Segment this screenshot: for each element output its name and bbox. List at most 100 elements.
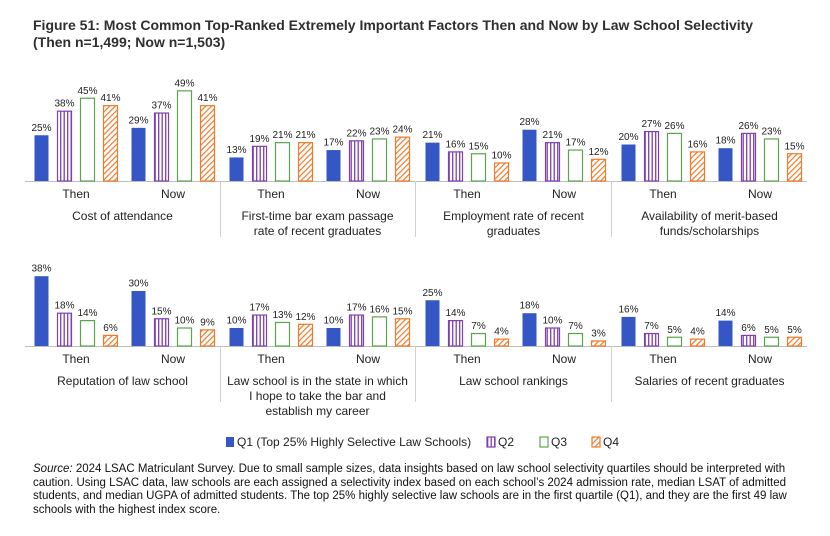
bar-now-q2 [740, 132, 757, 182]
data-label: 25% [422, 288, 442, 299]
source-label: Source: [33, 463, 73, 475]
bar-now-q1 [718, 148, 733, 181]
bar-then-q4 [493, 338, 510, 347]
bar-then-q1 [229, 328, 244, 346]
data-label: 45% [77, 86, 97, 97]
legend: Q1 (Top 25% Highly Selective Law Schools… [226, 435, 619, 449]
data-label: 21% [422, 130, 442, 141]
panel-7: 25%14% 7% 4% Then 18%10% 7% 3% Now Law school ra… [416, 288, 612, 402]
bar-then-q2 [447, 320, 464, 347]
tick-label-now: Now [748, 187, 772, 201]
tick-label-then: Then [453, 187, 480, 201]
bar-now-q3 [371, 138, 388, 182]
data-label: 7% [471, 321, 486, 332]
data-label: 17% [323, 138, 343, 149]
bar-now-q4 [199, 329, 216, 347]
panel-label: First-time bar exam passage [241, 209, 393, 223]
bar-then-q3 [470, 332, 487, 347]
panel-4: 20%27% 26%16%Then18%26%23%15%NowAvailabil… [612, 119, 807, 238]
data-label: 10% [323, 316, 343, 327]
data-label: 37% [151, 101, 171, 112]
panel-label: I hope to take the bar and [249, 389, 386, 403]
bar-then-q3 [79, 97, 96, 182]
legend-label-q1: Q1 (Top 25% Highly Selective Law Schools… [237, 435, 471, 449]
data-label: 4% [690, 327, 705, 338]
bar-now-q4 [590, 158, 607, 182]
data-label: 14% [77, 308, 97, 319]
data-label: 21% [295, 130, 315, 141]
tick-label-now: Now [748, 352, 772, 366]
data-label: 28% [519, 117, 539, 128]
data-label: 14% [445, 308, 465, 319]
bar-then-q2 [643, 332, 660, 347]
bar-then-q2 [447, 151, 464, 182]
legend-swatch-q1 [226, 437, 234, 447]
data-label: 29% [128, 115, 148, 126]
tick-label-then: Then [453, 352, 480, 366]
data-label: 15% [468, 141, 488, 152]
data-label: 7% [644, 321, 659, 332]
data-label: 24% [392, 125, 412, 136]
tick-label-now: Now [552, 352, 576, 366]
bar-then-q4 [689, 338, 706, 347]
data-label: 6% [103, 323, 118, 334]
bar-now-q4 [394, 136, 411, 182]
source-text: 2024 LSAC Matriculant Survey. Due to sma… [33, 463, 787, 516]
panel-label: Availability of merit-based [641, 209, 778, 223]
legend-swatch-q3 [539, 436, 549, 448]
data-label: 12% [588, 147, 608, 158]
legend-swatch-q2 [486, 436, 496, 448]
data-label: 12% [295, 312, 315, 323]
bar-then-q1 [229, 157, 244, 181]
bar-now-q3 [763, 138, 780, 182]
legend-label-q3: Q3 [551, 435, 567, 449]
panel-label: Employment rate of recent [443, 209, 584, 223]
bar-now-q1 [326, 150, 341, 181]
bar-now-q2 [544, 142, 561, 182]
bar-then-q3 [666, 336, 683, 347]
data-label: 22% [346, 128, 366, 139]
data-label: 4% [494, 327, 509, 338]
bar-then-q1 [425, 142, 440, 181]
data-label: 30% [128, 279, 148, 290]
data-label: 23% [761, 126, 781, 137]
data-label: 3% [591, 328, 606, 339]
data-label: 49% [174, 78, 194, 89]
bar-now-q1 [131, 291, 146, 346]
panel-label: Law school rankings [459, 374, 568, 388]
data-label: 10% [226, 316, 246, 327]
bar-then-q1 [34, 135, 49, 181]
legend-label-q2: Q2 [498, 435, 514, 449]
data-label: 5% [787, 325, 802, 336]
title-line-1: Figure 51: Most Common Top-Ranked Extrem… [33, 17, 754, 33]
tick-label-now: Now [161, 352, 185, 366]
bar-now-q4 [394, 318, 411, 347]
bar-then-q1 [621, 316, 636, 346]
bar-now-q1 [131, 127, 146, 181]
data-label: 41% [197, 93, 217, 104]
panel-label: graduates [487, 224, 540, 238]
legend-label-q4: Q4 [603, 435, 619, 449]
data-label: 26% [664, 121, 684, 132]
chart-title: Figure 51: Most Common Top-Ranked Extrem… [33, 17, 823, 51]
panel-5: 38% 18%14% 6% Then 30% 15%10% 9% Now Reputation … [25, 264, 221, 402]
bar-now-q2 [348, 140, 365, 182]
tick-label-then: Then [649, 187, 676, 201]
bar-now-q4 [199, 105, 216, 182]
bar-now-q1 [522, 129, 537, 181]
panel-label: Reputation of law school [57, 374, 188, 388]
data-label: 16% [445, 139, 465, 150]
panel-label: Cost of attendance [72, 209, 173, 223]
bar-then-q1 [621, 144, 636, 181]
data-label: 10% [491, 151, 511, 162]
bar-then-q2 [251, 314, 268, 347]
bar-then-q4 [689, 151, 706, 182]
bar-then-q2 [643, 130, 660, 182]
source-note: Source: 2024 LSAC Matriculant Survey. Du… [33, 463, 803, 517]
tick-label-then: Then [62, 352, 89, 366]
data-label: 16% [618, 304, 638, 315]
tick-label-then: Then [62, 187, 89, 201]
